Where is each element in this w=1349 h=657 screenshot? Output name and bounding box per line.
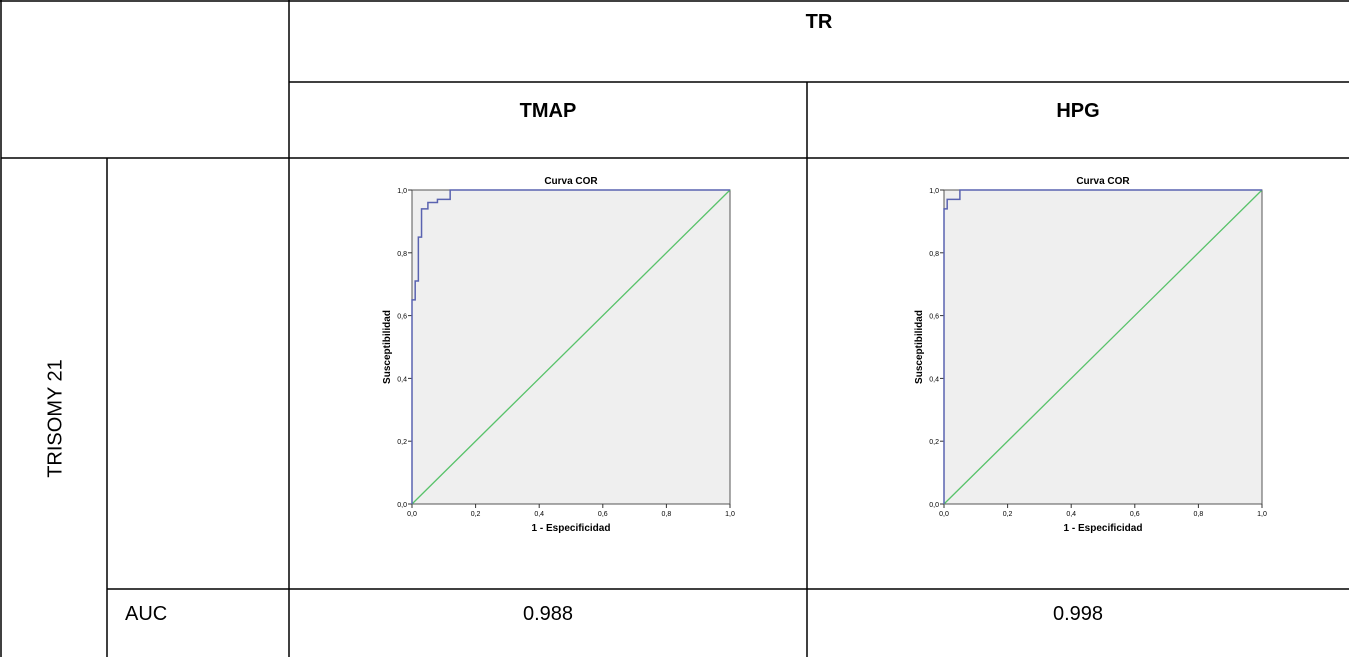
chart-title: Curva COR xyxy=(544,176,598,187)
y-tick-label: 0,8 xyxy=(397,251,407,258)
y-tick-label: 0,0 xyxy=(397,502,407,509)
roc-chart-hpg: Curva COR 0,0 0,2 0,4 0,6 0,8 1,0 0,0 0,2 0,4 0,6 0… xyxy=(914,176,1267,534)
y-tick-label: 0,6 xyxy=(397,314,407,321)
x-tick-label: 0,8 xyxy=(662,511,672,518)
reference-line xyxy=(411,189,731,505)
y-axis-label: Susceptibilidad xyxy=(914,310,925,384)
roc-chart-tmap: Curva COR 0,0 0,2 0,4 0,6 0,8 1,0 0,0 0,2 0,4 0,6 0… xyxy=(382,176,735,534)
chart-title: Curva COR xyxy=(1076,176,1130,187)
roc-curve xyxy=(411,189,730,504)
y-tick-label: 1,0 xyxy=(929,188,939,195)
x-tick-label: 1,0 xyxy=(1257,511,1267,518)
x-axis-label: 1 - Especificidad xyxy=(1064,523,1143,534)
y-axis-label: Susceptibilidad xyxy=(382,310,393,384)
x-tick-label: 0,2 xyxy=(471,511,481,518)
x-tick-label: 0,4 xyxy=(534,511,544,518)
auc-value-tmap: 0.988 xyxy=(522,602,574,625)
y-tick-label: 0,8 xyxy=(929,251,939,258)
x-tick-label: 1,0 xyxy=(725,511,735,518)
col-header-hpg: HPG xyxy=(1056,99,1100,122)
row-label-trisomy: TRISOMY 21 xyxy=(44,359,67,478)
auc-value-hpg: 0.998 xyxy=(1052,602,1104,625)
x-axis-label: 1 - Especificidad xyxy=(532,523,611,534)
x-tick-label: 0,0 xyxy=(407,511,417,518)
auc-label: AUC xyxy=(125,602,168,625)
x-tick-label: 0,0 xyxy=(939,511,949,518)
y-tick-label: 0,4 xyxy=(929,376,939,383)
y-tick-label: 0,2 xyxy=(397,439,407,446)
reference-line xyxy=(943,189,1263,505)
col-header-tmap: TMAP xyxy=(519,99,577,122)
group-header-tr: TR xyxy=(805,10,833,33)
y-tick-label: 0,4 xyxy=(397,376,407,383)
x-tick-label: 0,6 xyxy=(1130,511,1140,518)
y-tick-label: 0,6 xyxy=(929,314,939,321)
y-tick-label: 0,0 xyxy=(929,502,939,509)
x-tick-label: 0,6 xyxy=(598,511,608,518)
y-tick-label: 0,2 xyxy=(929,439,939,446)
x-tick-label: 0,2 xyxy=(1003,511,1013,518)
roc-curve xyxy=(943,189,1262,504)
x-tick-label: 0,4 xyxy=(1066,511,1076,518)
y-tick-label: 1,0 xyxy=(397,188,407,195)
x-tick-label: 0,8 xyxy=(1194,511,1204,518)
